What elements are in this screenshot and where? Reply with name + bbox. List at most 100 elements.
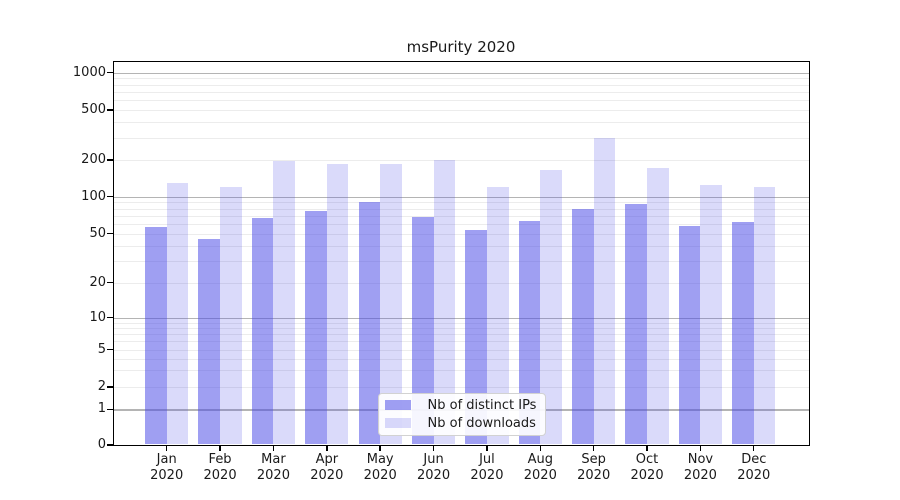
x-tick-year: 2020 xyxy=(203,467,237,483)
x-tick-label: Jul 2020 xyxy=(460,452,514,484)
gridline-minor xyxy=(114,322,809,324)
x-tick-month: Oct xyxy=(635,451,659,467)
chart-title: msPurity 2020 xyxy=(406,38,516,56)
bar-distinct-ips-nov xyxy=(678,225,701,444)
legend-label: Nb of downloads xyxy=(427,415,536,431)
gridline-minor xyxy=(114,282,809,284)
gridline-minor xyxy=(114,202,809,204)
x-tick-year: 2020 xyxy=(310,467,344,483)
x-tick-year: 2020 xyxy=(577,467,611,483)
y-tick-mark xyxy=(106,408,113,410)
bar-distinct-ips-jun xyxy=(411,217,434,444)
x-tick-month: May xyxy=(366,451,394,467)
x-tick-label: Sep 2020 xyxy=(567,452,621,484)
legend-swatch-downloads xyxy=(384,418,411,429)
x-tick-year: 2020 xyxy=(737,467,771,483)
x-tick-mark xyxy=(272,445,275,451)
bar-distinct-ips-may xyxy=(358,202,381,444)
y-tick-label: 1 xyxy=(97,401,106,417)
bar-distinct-ips-feb xyxy=(198,239,221,444)
gridline-minor xyxy=(114,387,809,388)
bar-downloads-apr xyxy=(326,164,349,444)
bar-distinct-ips-oct xyxy=(625,203,648,444)
bar-downloads-dec xyxy=(753,186,776,444)
y-tick-label: 500 xyxy=(81,102,106,117)
x-tick-mark xyxy=(219,445,221,451)
gridline-minor xyxy=(114,334,809,336)
y-tick-label: 2 xyxy=(97,379,106,394)
bar-downloads-oct xyxy=(647,167,669,444)
x-tick-year: 2020 xyxy=(256,467,290,483)
bar-distinct-ips-dec xyxy=(732,222,754,444)
y-tick-label: 5 xyxy=(97,341,106,357)
x-tick-month: Aug xyxy=(527,451,553,467)
bar-downloads-sep xyxy=(593,137,616,444)
y-tick-mark xyxy=(106,444,113,446)
x-tick-label: Aug 2020 xyxy=(513,452,567,484)
x-tick-month: Apr xyxy=(315,451,339,467)
y-tick-label: 10 xyxy=(89,309,106,325)
gridline-minor xyxy=(114,110,809,111)
y-tick-mark xyxy=(106,196,113,198)
y-tick-mark xyxy=(106,159,113,161)
x-tick-month: Sep xyxy=(581,451,606,467)
x-tick-year: 2020 xyxy=(630,467,664,483)
x-tick-mark xyxy=(432,445,435,451)
x-tick-year: 2020 xyxy=(470,467,504,483)
x-tick-mark xyxy=(592,445,595,451)
x-tick-month: Dec xyxy=(741,451,767,467)
x-tick-label: Feb 2020 xyxy=(193,452,247,484)
x-tick-label: Dec 2020 xyxy=(727,452,781,484)
x-tick-label: Mar 2020 xyxy=(246,452,300,484)
gridline-minor xyxy=(114,84,809,86)
bar-downloads-jul xyxy=(486,187,509,444)
gridline-minor xyxy=(114,245,809,247)
y-tick-label: 1000 xyxy=(72,64,106,80)
legend: Nb of distinct IPs Nb of downloads xyxy=(377,393,546,436)
gridline-minor xyxy=(114,358,809,360)
gridline-minor xyxy=(114,160,809,161)
bar-distinct-ips-aug xyxy=(518,221,541,444)
y-tick-mark xyxy=(106,72,113,74)
gridline-minor xyxy=(114,91,809,93)
x-tick-label: Apr 2020 xyxy=(300,452,354,484)
x-tick-mark xyxy=(379,445,381,451)
x-tick-label: Nov 2020 xyxy=(673,452,727,484)
y-tick-mark xyxy=(106,349,113,351)
bar-distinct-ips-sep xyxy=(572,208,594,444)
bar-distinct-ips-mar xyxy=(251,218,274,444)
gridline-minor xyxy=(114,328,809,329)
y-tick-label: 0 xyxy=(97,437,106,452)
gridline-minor xyxy=(114,208,809,210)
bar-downloads-jun xyxy=(433,160,456,444)
y-tick-label: 100 xyxy=(81,188,106,204)
x-tick-label: Jun 2020 xyxy=(407,452,461,484)
x-tick-label: Oct 2020 xyxy=(620,452,674,484)
gridline-minor xyxy=(114,233,809,235)
bar-downloads-may xyxy=(380,164,402,444)
y-tick-label: 50 xyxy=(89,225,106,241)
bar-distinct-ips-jul xyxy=(465,229,487,444)
x-tick-year: 2020 xyxy=(417,467,451,483)
x-tick-label: Jan 2020 xyxy=(140,452,194,484)
y-tick-label: 20 xyxy=(89,274,106,290)
gridline-major xyxy=(114,196,809,199)
x-tick-month: Feb xyxy=(208,451,232,467)
x-tick-year: 2020 xyxy=(363,467,397,483)
x-tick-label: May 2020 xyxy=(353,452,407,484)
gridline-minor xyxy=(114,137,809,139)
legend-swatch-distinct-ips xyxy=(384,400,411,411)
gridline-major xyxy=(114,72,809,75)
gridline-minor xyxy=(114,215,809,217)
gridline-minor xyxy=(114,78,809,80)
bar-distinct-ips-apr xyxy=(305,210,327,444)
bar-downloads-nov xyxy=(700,184,722,444)
x-tick-month: Jun xyxy=(423,451,444,467)
x-tick-month: Mar xyxy=(261,451,286,467)
gridline-minor xyxy=(114,100,809,102)
bar-distinct-ips-jan xyxy=(145,226,167,444)
y-tick-mark xyxy=(106,282,113,284)
bar-downloads-jan xyxy=(166,182,189,444)
plot-area xyxy=(114,62,809,444)
